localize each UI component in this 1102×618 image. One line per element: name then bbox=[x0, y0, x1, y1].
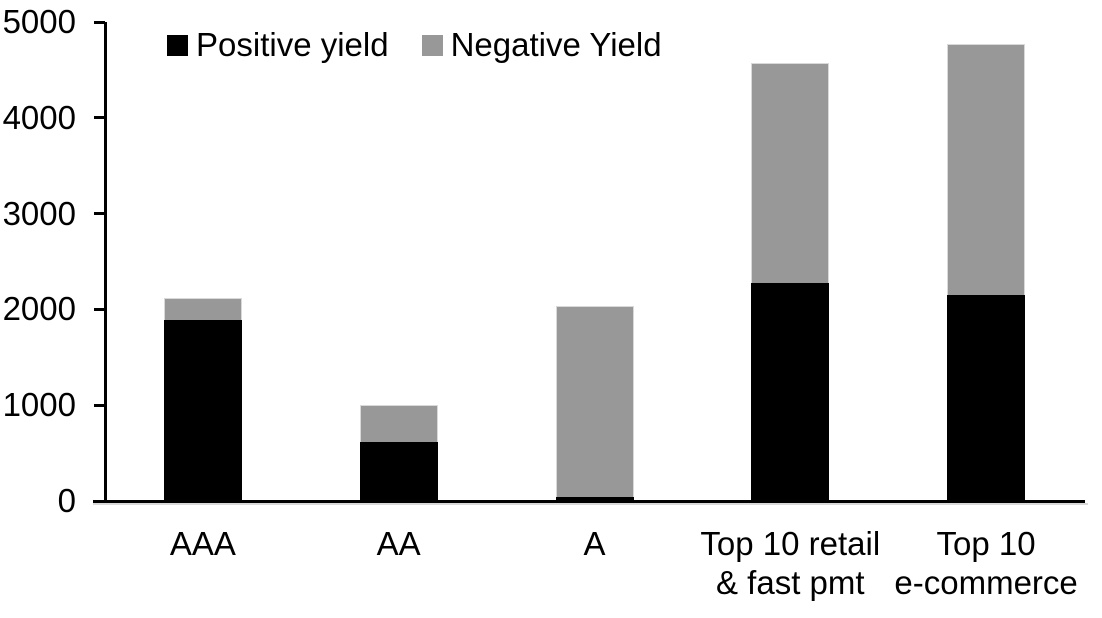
bar-segment-positive-yield bbox=[947, 295, 1026, 501]
bar-stack bbox=[555, 305, 634, 501]
y-axis-tick-label: 4000 bbox=[2, 98, 76, 136]
bar-segment-negative-yield bbox=[947, 44, 1026, 296]
y-tick-mark bbox=[94, 212, 105, 216]
category-label: Top 10 e-commerce bbox=[894, 525, 1078, 601]
plot-area bbox=[105, 22, 1084, 501]
bar-segment-negative-yield bbox=[163, 297, 242, 320]
bar-segment-negative-yield bbox=[555, 305, 634, 498]
legend-label-negative-yield: Negative Yield bbox=[450, 26, 662, 63]
bar-segment-positive-yield bbox=[555, 497, 634, 501]
y-axis-tick-label: 0 bbox=[57, 482, 76, 519]
y-axis-tick-label: 1000 bbox=[2, 386, 76, 424]
x-axis-shadow-line bbox=[93, 503, 1088, 505]
bar-stack bbox=[359, 405, 438, 501]
legend: Positive yield Negative Yield bbox=[167, 25, 662, 65]
y-axis-tick-label: 2000 bbox=[2, 290, 76, 328]
y-axis-tick-label: 5000 bbox=[2, 3, 76, 40]
bar-segment-positive-yield bbox=[163, 319, 242, 501]
negative-yield-swatch-icon bbox=[421, 34, 443, 56]
y-axis-tick-label: 3000 bbox=[2, 194, 76, 232]
legend-item-positive-yield: Positive yield bbox=[167, 25, 389, 65]
x-axis-line bbox=[93, 500, 1085, 503]
bar-stack bbox=[751, 63, 830, 501]
category-label: Top 10 retail & fast pmt bbox=[700, 525, 881, 601]
category-label: AAA bbox=[169, 525, 236, 562]
legend-item-negative-yield: Negative Yield bbox=[421, 25, 662, 65]
y-tick-mark bbox=[94, 116, 105, 120]
y-axis-line bbox=[104, 22, 107, 503]
y-tick-mark bbox=[94, 20, 105, 24]
y-tick-mark bbox=[94, 403, 105, 407]
bar-segment-positive-yield bbox=[751, 282, 830, 501]
bar-segment-negative-yield bbox=[359, 405, 438, 442]
category-label: AA bbox=[376, 525, 421, 562]
legend-label-positive-yield: Positive yield bbox=[196, 26, 389, 63]
bar-stack bbox=[947, 44, 1026, 501]
bar-stack bbox=[163, 297, 242, 501]
bar-segment-positive-yield bbox=[359, 441, 438, 501]
y-tick-mark bbox=[94, 499, 105, 503]
positive-yield-swatch-icon bbox=[167, 34, 188, 56]
y-tick-mark bbox=[94, 307, 105, 311]
category-label: A bbox=[583, 525, 606, 562]
bar-segment-negative-yield bbox=[751, 63, 830, 283]
